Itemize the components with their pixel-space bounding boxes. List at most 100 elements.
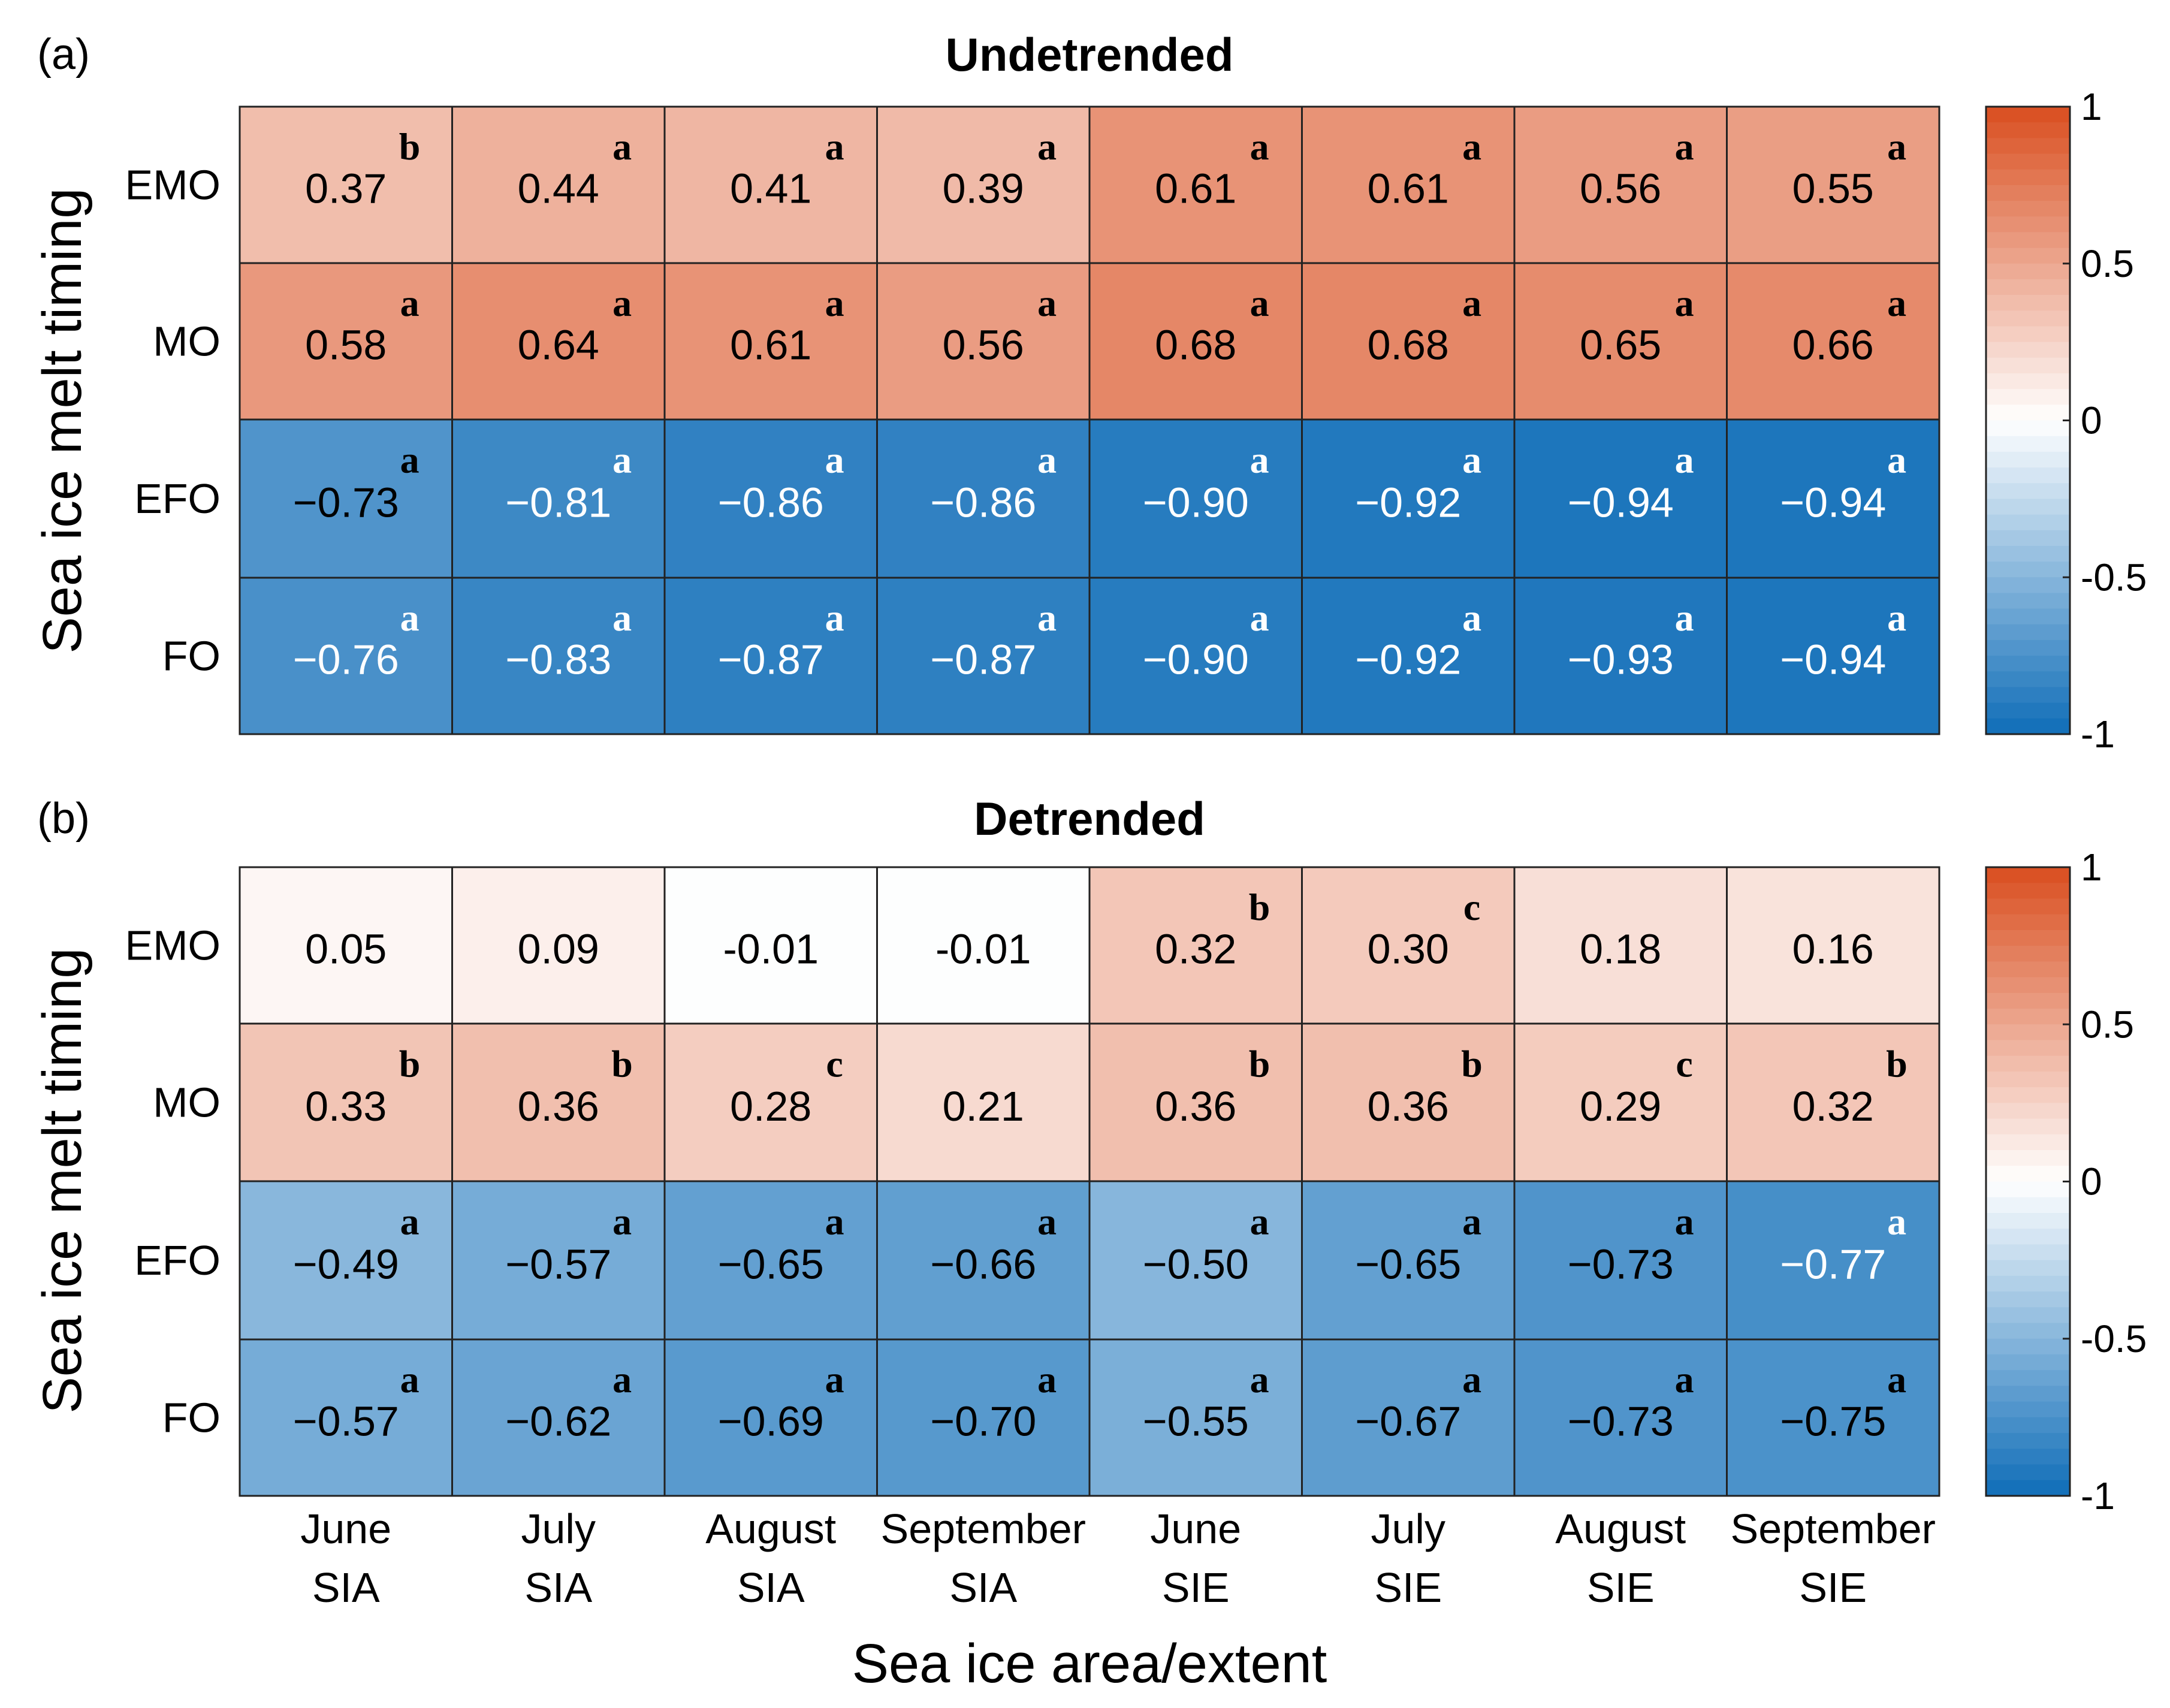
cell-value-label: 0.61 (1368, 165, 1449, 212)
colorbar-segment (1986, 1291, 2070, 1308)
heatmap-cell (1301, 105, 1516, 264)
heatmap-cells-a: 0.37 b 0.44 a 0.41 a 0.39 a 0.61 a 0.61 a 0.56 a 0.55 a… (239, 105, 1940, 735)
heatmap-cell (451, 1022, 666, 1182)
significance-mark: a (825, 439, 844, 481)
column-label-variable: SIE (1799, 1564, 1867, 1611)
significance-mark: a (400, 1358, 419, 1401)
cell-value-label: 0.21 (943, 1083, 1024, 1130)
cell-value-label: −0.70 (930, 1398, 1036, 1445)
significance-mark: a (1462, 282, 1481, 324)
cell-value-label: 0.65 (1580, 322, 1661, 369)
colorbar-segment (1986, 1181, 2070, 1198)
cell-value-label: −0.73 (293, 479, 399, 526)
cell-value-label: 0.58 (305, 322, 387, 369)
colorbar-tick-label: -0.5 (2081, 1317, 2147, 1360)
cell-value-label: −0.81 (505, 479, 611, 526)
colorbar-segment (1986, 961, 2070, 978)
column-label-variable: SIE (1374, 1564, 1442, 1611)
significance-mark: a (1675, 282, 1694, 324)
significance-mark: a (1250, 282, 1269, 324)
colorbar-segment (1986, 608, 2070, 625)
colorbar-a: 1 0.5 0 -0.5 -1 (1985, 85, 2147, 756)
heatmap-cell (239, 1338, 453, 1497)
colorbar-segment (1986, 1401, 2070, 1418)
heatmap-cell (239, 577, 453, 735)
row-label-fo: FO (162, 633, 221, 680)
significance-mark: b (399, 1042, 421, 1085)
heatmap-cell (1301, 1180, 1516, 1341)
significance-mark: a (1887, 596, 1906, 639)
colorbar-tick-label: -1 (2081, 713, 2115, 756)
heatmap-cells-b: 0.05 0.09 -0.01 -0.01 0.32 b 0.30 c 0.18 0.16 0.33… (239, 866, 1940, 1497)
heatmap-cell (1088, 1022, 1303, 1182)
cell-value-label: 0.36 (1155, 1083, 1236, 1130)
cell-value-label: 0.16 (1792, 926, 1874, 973)
significance-mark: a (1887, 439, 1906, 481)
heatmap-cell (663, 418, 878, 579)
colorbar-segment (1986, 1433, 2070, 1449)
colorbar-b: 1 0.5 0 -0.5 -1 (1985, 846, 2147, 1517)
heatmap-cell (1301, 1338, 1516, 1497)
cell-value-label: −0.57 (505, 1241, 611, 1287)
significance-mark: b (399, 125, 421, 168)
cell-value-label: −0.73 (1568, 1398, 1674, 1445)
heatmap-cell (876, 1022, 1091, 1182)
colorbar-segment (1986, 153, 2070, 170)
significance-mark: a (1675, 1200, 1694, 1243)
column-label-month: August (1555, 1505, 1686, 1552)
heatmap-cell (663, 262, 878, 421)
cell-value-label: 0.36 (518, 1083, 599, 1130)
colorbar-segment (1986, 201, 2070, 217)
significance-mark: a (400, 282, 419, 324)
colorbar-segment (1986, 326, 2070, 343)
significance-mark: a (825, 596, 844, 639)
heatmap-cell (1513, 1180, 1728, 1341)
colorbar-segment (1986, 1134, 2070, 1151)
significance-mark: a (1250, 125, 1269, 168)
heatmap-cell (239, 418, 453, 579)
cell-value-label: −0.49 (293, 1241, 399, 1287)
cell-value-label: −0.55 (1143, 1398, 1249, 1445)
column-label-month: September (881, 1505, 1086, 1552)
cell-value-label: 0.66 (1792, 322, 1874, 369)
colorbar-segment (1986, 1480, 2070, 1496)
column-label-variable: SIE (1162, 1564, 1230, 1611)
colorbar-segment (1986, 883, 2070, 900)
significance-mark: a (1675, 439, 1694, 481)
colorbar-segment (1986, 545, 2070, 562)
significance-mark: a (612, 1358, 632, 1401)
colorbar-segment (1986, 930, 2070, 946)
significance-mark: a (1250, 1200, 1269, 1243)
heatmap-cell (1088, 418, 1303, 579)
colorbar-segment (1986, 1103, 2070, 1119)
heatmap-cell (451, 262, 666, 421)
colorbar-segment (1986, 1370, 2070, 1387)
heatmap-cell (876, 577, 1091, 735)
heatmap-cell (1513, 866, 1728, 1025)
significance-mark: a (1462, 1200, 1481, 1243)
heatmap-cell (1088, 1338, 1303, 1497)
column-label-month: September (1731, 1505, 1936, 1552)
significance-mark: a (1675, 1358, 1694, 1401)
heatmap-cell (1301, 866, 1516, 1025)
cell-value-label: −0.87 (718, 636, 824, 683)
colorbar-segment (1986, 1260, 2070, 1277)
heatmap-cell (1726, 418, 1940, 579)
colorbar-segment (1986, 279, 2070, 295)
heatmap-cell (1088, 262, 1303, 421)
y-axis-title-b: Sea ice melt timing (32, 947, 93, 1413)
colorbar-segment (1986, 946, 2070, 962)
cell-value-label: 0.39 (943, 165, 1024, 212)
significance-mark: a (1887, 1200, 1906, 1243)
colorbar-segment (1986, 1040, 2070, 1057)
significance-mark: a (1887, 1358, 1906, 1401)
colorbar-segment (1986, 436, 2070, 452)
significance-mark: a (400, 1200, 419, 1243)
colorbar-tick-label: 0 (2081, 1160, 2102, 1203)
heatmap-cell (663, 1022, 878, 1182)
colorbar-segment (1986, 373, 2070, 390)
significance-mark: a (825, 125, 844, 168)
row-label-emo: EMO (125, 922, 221, 969)
colorbar-segment (1986, 138, 2070, 155)
